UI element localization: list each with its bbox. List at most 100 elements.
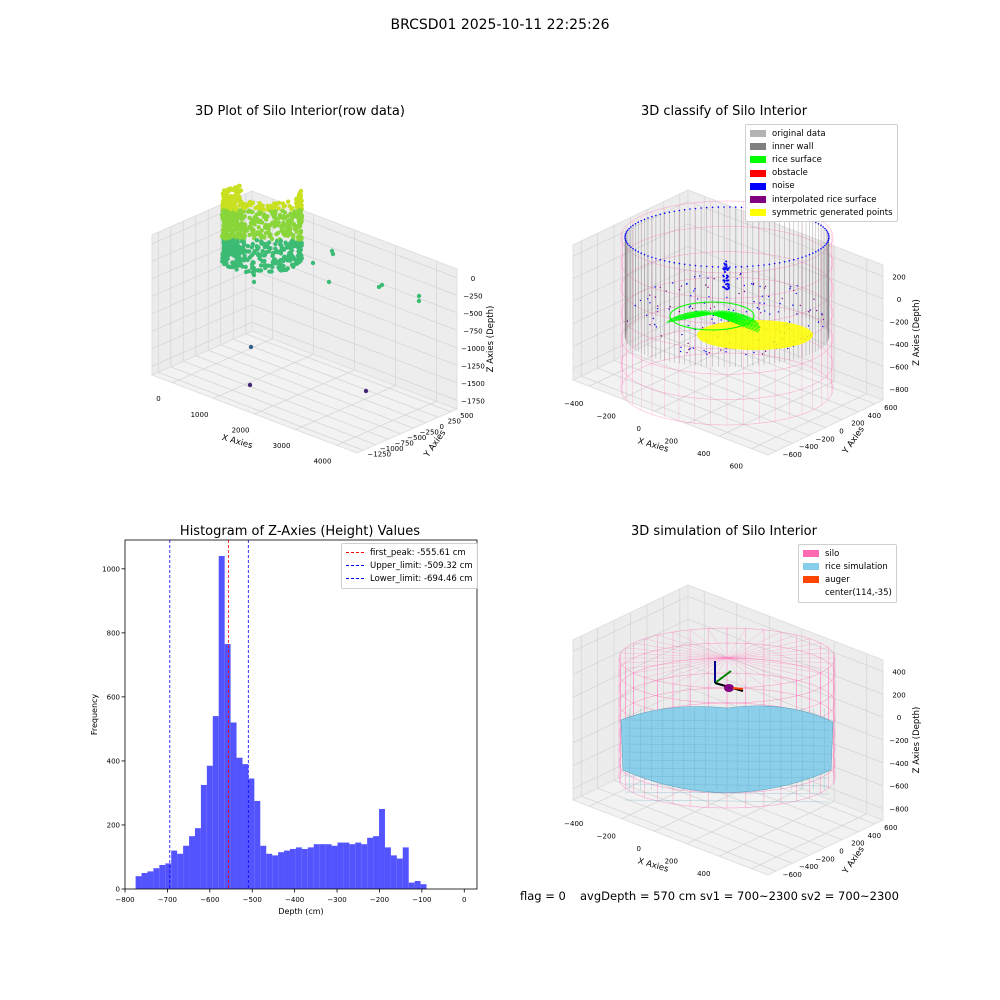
noise-point	[827, 239, 830, 242]
x-tick-label: 400	[697, 450, 710, 458]
histogram-bar	[325, 844, 332, 889]
raw-point	[241, 209, 246, 214]
raw-point	[281, 247, 287, 252]
legend-label: rice surface	[772, 154, 822, 165]
legend-swatch	[803, 563, 819, 571]
noise-point	[624, 232, 627, 235]
figure-suptitle: BRCSD01 2025-10-11 22:25:26	[390, 17, 610, 33]
raw-point	[289, 252, 294, 257]
raw-point	[281, 231, 286, 236]
noise-point	[660, 335, 663, 337]
legend-label: symmetric generated points	[772, 207, 893, 218]
grid-line	[295, 385, 396, 430]
raw-point	[250, 232, 256, 237]
noise-point	[808, 253, 811, 256]
histogram-legend: first_peak: -555.61 cm Upper_limit: -509.…	[341, 543, 478, 589]
raw-point	[326, 279, 332, 285]
raw-point	[259, 239, 264, 244]
noise-point	[824, 244, 826, 247]
raw-panel-title: 3D Plot of Silo Interior(row data)	[195, 104, 405, 119]
raw-point	[232, 241, 237, 247]
histogram-bar	[396, 858, 403, 889]
raw-point	[285, 224, 290, 229]
noise-point	[649, 294, 651, 296]
noise-point	[657, 305, 659, 307]
legend-swatch	[803, 550, 819, 558]
center-marker	[724, 684, 734, 692]
noise-point	[655, 257, 657, 260]
z-tick-label: −400	[889, 760, 908, 768]
raw-point	[235, 238, 240, 244]
noise-point	[740, 272, 742, 275]
histogram-chart: −800 −700 −600 −500 −400 −300 −200 −100 0 0 200 400…	[90, 539, 478, 916]
y-tick-label: −600	[783, 871, 802, 879]
x-tick-label: 400	[697, 870, 710, 878]
noise-point	[624, 239, 627, 242]
y-tick-label: 600	[884, 824, 897, 832]
x-tick-label: −300	[327, 896, 346, 904]
noise-point	[724, 266, 727, 269]
noise-point	[725, 265, 728, 268]
noise-point	[789, 288, 791, 290]
noise-point	[694, 264, 697, 267]
raw-point	[221, 212, 227, 218]
y-tick-label: −200	[815, 435, 834, 443]
noise-point	[783, 261, 786, 263]
noise-point	[703, 349, 705, 352]
grid-line	[213, 354, 314, 399]
noise-point	[634, 223, 637, 225]
noise-point	[637, 251, 639, 253]
noise-point	[640, 252, 642, 254]
y-axis-label: Y Axies	[840, 844, 867, 876]
rice-surface-ray	[711, 313, 759, 333]
noise-point	[723, 266, 725, 268]
z-tick-label: −800	[889, 386, 908, 394]
noise-point	[801, 256, 803, 259]
noise-point	[817, 249, 820, 251]
grid-line	[151, 216, 458, 296]
raw-point	[299, 218, 304, 224]
raw-point	[294, 201, 299, 206]
simulation-panel-title: 3D simulation of Silo Interior	[631, 524, 817, 539]
noise-point	[813, 298, 815, 300]
raw-point	[247, 215, 252, 220]
noise-point	[717, 206, 720, 208]
noise-point	[654, 323, 656, 326]
raw-point	[254, 238, 260, 243]
noise-point	[624, 237, 626, 240]
noise-point	[796, 285, 798, 287]
raw-point	[279, 243, 284, 248]
noise-point	[673, 261, 676, 264]
raw-point	[230, 250, 235, 256]
noise-point	[692, 347, 694, 349]
raw-point	[292, 257, 297, 262]
raw-point	[278, 238, 284, 244]
noise-point	[657, 308, 659, 310]
classify-3d-plot: −400−20002004006006004002000−200−400−600…	[564, 189, 922, 470]
noise-point	[637, 221, 639, 223]
raw-point	[249, 262, 255, 267]
y-tick-label: 800	[107, 629, 120, 637]
raw-point	[281, 204, 286, 209]
noise-point	[654, 296, 657, 298]
histogram-bar	[177, 853, 184, 889]
raw-point	[230, 260, 235, 265]
y-tick-label: 0	[440, 423, 444, 431]
y-tick-label: 200	[851, 420, 864, 428]
noise-point	[753, 351, 755, 354]
x-tick-label: −600	[200, 896, 219, 904]
histogram-bar	[355, 842, 362, 889]
noise-point	[626, 229, 629, 231]
raw-point	[226, 201, 232, 206]
noise-point	[655, 326, 658, 328]
z-tick-label: −750	[463, 327, 482, 335]
histogram-bar	[260, 845, 267, 889]
raw-point	[247, 249, 252, 254]
raw-point	[223, 256, 229, 262]
noise-point	[706, 353, 708, 355]
noise-point	[678, 209, 681, 212]
noise-point	[812, 252, 814, 254]
noise-point	[708, 296, 710, 298]
noise-point	[681, 333, 683, 336]
raw-point	[262, 252, 268, 258]
